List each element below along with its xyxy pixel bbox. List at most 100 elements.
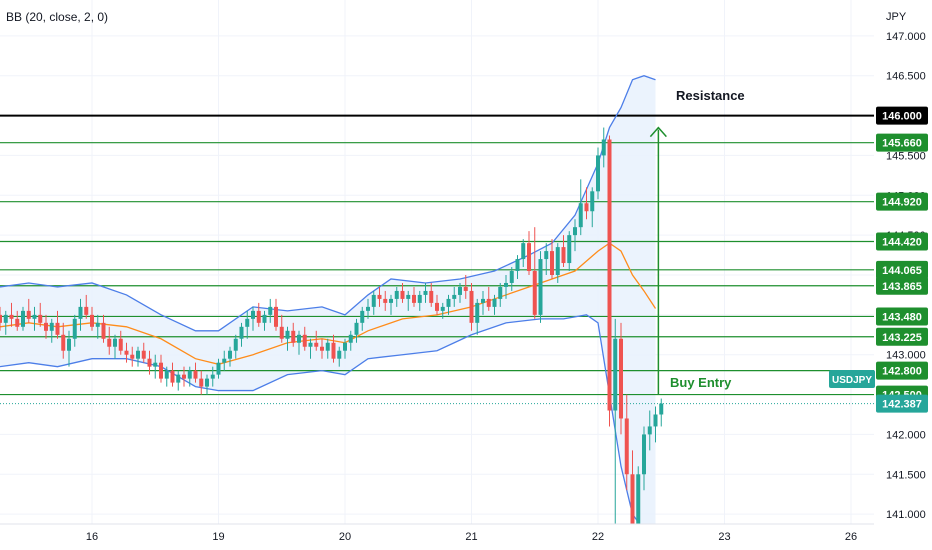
candle	[446, 294, 451, 315]
candle-body	[193, 370, 198, 379]
candle	[291, 322, 296, 347]
level-tag-label: 144.920	[882, 197, 922, 209]
candle-body	[337, 350, 342, 359]
candle	[653, 406, 658, 443]
candle-body	[107, 338, 112, 347]
target-arrow-head	[649, 126, 667, 138]
candle	[550, 239, 554, 279]
candle-body	[527, 243, 531, 272]
price-tick-label: 145.500	[886, 150, 926, 162]
candle-body	[435, 302, 439, 311]
candle-body	[222, 358, 227, 363]
candle	[538, 251, 543, 323]
symbol-label: USDJPY	[832, 375, 872, 386]
candle-body	[72, 318, 77, 339]
candle	[147, 350, 152, 375]
candle	[584, 187, 589, 220]
time-axis[interactable]: 16 19 20 21 22 23 26	[0, 523, 874, 550]
level-tag-box	[876, 133, 928, 152]
candle-body	[9, 314, 14, 319]
candle-body	[141, 350, 146, 359]
candle-body	[550, 251, 554, 275]
candle	[371, 290, 376, 315]
candle	[239, 322, 244, 347]
candle-body	[61, 334, 66, 351]
candle-body	[383, 298, 388, 303]
candle-body	[601, 139, 606, 156]
candle-body	[136, 350, 140, 359]
candle	[417, 290, 422, 311]
candle-body	[26, 310, 31, 319]
candle-body	[279, 326, 284, 339]
candle	[607, 135, 612, 427]
candle	[118, 330, 123, 355]
candle	[659, 398, 664, 427]
candle-body	[55, 322, 60, 335]
candle-body	[366, 306, 370, 311]
buy-entry-label: Buy Entry	[670, 375, 732, 390]
candle-body	[205, 378, 209, 387]
candle-body	[377, 294, 382, 299]
candle	[199, 370, 204, 395]
candle	[561, 235, 566, 268]
candle	[624, 394, 629, 491]
candle-body	[389, 298, 393, 303]
candle	[90, 306, 94, 331]
horizontal-levels[interactable]	[0, 114, 874, 405]
candle-body	[642, 434, 646, 475]
candle	[95, 314, 100, 339]
candle-body	[21, 310, 25, 327]
candle	[515, 255, 520, 279]
candle-body	[291, 330, 296, 343]
grid	[0, 0, 874, 524]
candle	[44, 314, 48, 339]
candle-body	[187, 370, 192, 379]
candle-body	[84, 306, 89, 315]
candle-body	[446, 298, 451, 307]
candle-body	[130, 354, 135, 359]
candle	[619, 322, 623, 435]
candle	[164, 366, 169, 387]
candle-body	[429, 290, 434, 303]
candle-body	[486, 298, 491, 307]
candle	[268, 298, 273, 323]
candle	[348, 330, 353, 351]
candle-body	[584, 203, 589, 212]
candle	[26, 298, 31, 323]
candle-body	[199, 378, 204, 387]
candle	[55, 310, 60, 339]
candle-body	[113, 338, 117, 347]
candle	[527, 231, 531, 275]
candle	[176, 370, 181, 391]
candle-body	[567, 235, 572, 264]
candle-body	[251, 310, 255, 319]
indicator-label[interactable]: BB (20, close, 2, 0)	[6, 10, 109, 24]
candle	[170, 362, 175, 387]
candle	[492, 294, 497, 315]
time-tick-label: 26	[845, 531, 857, 543]
candle-body	[573, 227, 577, 236]
candle-body	[613, 338, 618, 411]
candle-body	[452, 294, 457, 299]
candle	[274, 298, 278, 331]
candle	[136, 346, 140, 367]
candle-body	[630, 474, 635, 527]
candle	[67, 330, 71, 367]
level-tag-label: 146.000	[882, 111, 922, 123]
candle	[325, 338, 330, 359]
candle-body	[268, 306, 273, 315]
time-axis-background	[0, 524, 874, 550]
candle	[337, 346, 342, 367]
candle	[38, 302, 43, 327]
candle	[331, 334, 336, 363]
candle-body	[239, 326, 244, 339]
candle-body	[394, 290, 399, 299]
candle-body	[147, 358, 152, 367]
candle-body	[118, 338, 123, 351]
candle	[601, 127, 606, 168]
candle-body	[555, 247, 560, 275]
candle	[647, 410, 652, 451]
candle-body	[371, 294, 376, 307]
